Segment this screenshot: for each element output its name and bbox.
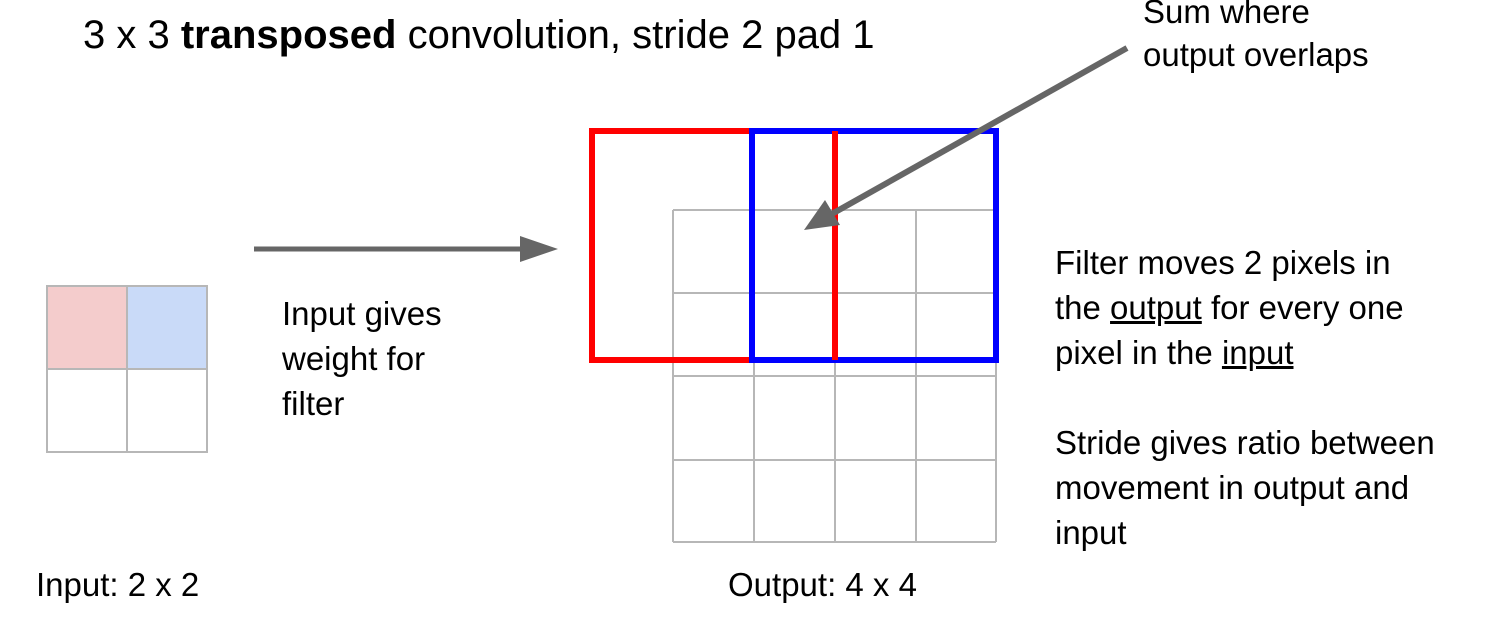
input-cell-1-1 [126, 368, 208, 453]
output-emphasis: output [1110, 289, 1202, 326]
red-filter-box [589, 128, 838, 363]
filter-note-text: pixel in the [1055, 334, 1222, 371]
input-size-label: Input: 2 x 2 [36, 566, 200, 603]
overlap-callout-arrow [804, 45, 1129, 230]
input-note: Input gives weight for filter [282, 291, 442, 426]
overlap-callout-text: Sum where output overlaps [1143, 0, 1369, 76]
input-cell-0-0 [46, 285, 128, 370]
input-emphasis: input [1221, 334, 1294, 371]
input-note-line: weight for [282, 340, 426, 377]
callout-line: output overlaps [1143, 36, 1369, 73]
stride-note-line: input [1055, 514, 1127, 551]
filter-note-text: the [1055, 289, 1111, 326]
filter-note-line-2: the output for every one [1055, 285, 1404, 330]
blue-filter-box [749, 128, 999, 363]
input-note-line: filter [282, 385, 345, 422]
input-grid [46, 285, 208, 453]
stride-note: Stride gives ratio between movement in o… [1055, 420, 1435, 555]
filter-note-text: for every one [1201, 289, 1404, 326]
input-cell-0-1 [126, 285, 208, 370]
filter-note-line-1: Filter moves 2 pixels in [1055, 244, 1391, 281]
filter-note-line-3: pixel in the input [1055, 330, 1404, 375]
slide-title: 3 x 3 transposed convolution, stride 2 p… [83, 12, 875, 58]
callout-line: Sum where [1143, 0, 1310, 30]
title-bold: transposed [180, 13, 397, 57]
title-suffix: convolution, stride 2 pad 1 [396, 13, 875, 57]
callout-arrow-shaft [828, 45, 1129, 218]
input-to-output-arrow [254, 236, 558, 262]
input-cell-1-0 [46, 368, 128, 453]
stride-note-line: movement in output and [1055, 469, 1410, 506]
title-prefix: 3 x 3 [83, 13, 181, 57]
stride-note-line: Stride gives ratio between [1055, 424, 1435, 461]
input-note-line: Input gives [282, 295, 442, 332]
filter-note: Filter moves 2 pixels in the output for … [1055, 240, 1404, 375]
output-size-label: Output: 4 x 4 [728, 566, 917, 603]
callout-arrow-head [804, 200, 840, 230]
arrow-head [520, 236, 558, 262]
